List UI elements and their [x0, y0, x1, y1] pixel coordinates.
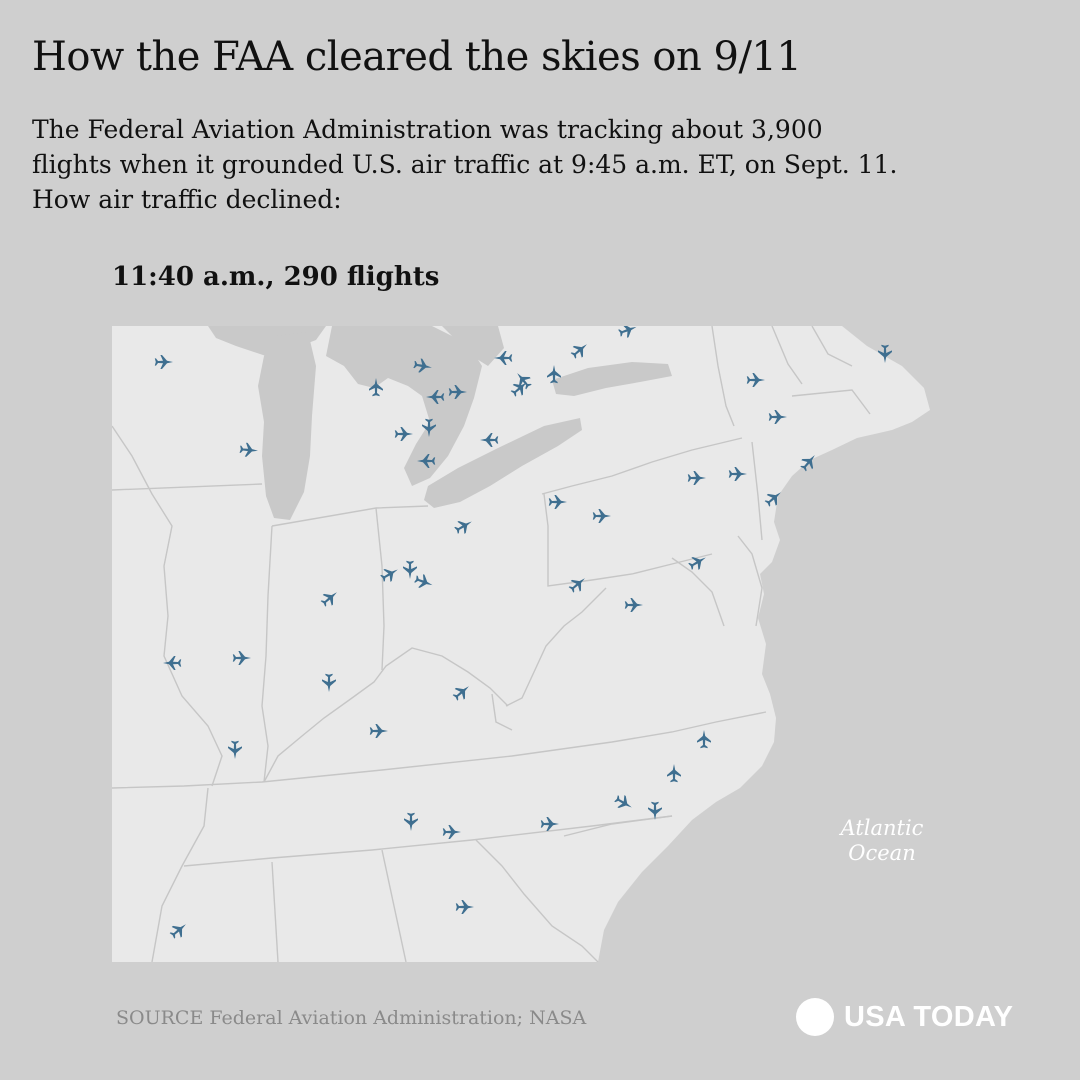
subtitle: The Federal Aviation Administration was … — [32, 112, 992, 217]
source-note: SOURCE Federal Aviation Administration; … — [116, 1007, 587, 1029]
ocean-label-line: Ocean — [848, 841, 916, 865]
time-label: 11:40 a.m., 290 flights — [112, 262, 440, 292]
page-title: How the FAA cleared the skies on 9/11 — [32, 34, 802, 80]
state-borders — [112, 326, 871, 962]
subtitle-line: The Federal Aviation Administration was … — [32, 115, 823, 144]
ocean-label-line: Atlantic — [840, 816, 924, 840]
ocean-label: Atlantic Ocean — [822, 816, 942, 866]
logo-circle-icon — [796, 998, 834, 1036]
usa-today-logo: USA TODAY — [796, 998, 1013, 1036]
logo-text: USA TODAY — [844, 1000, 1014, 1033]
subtitle-line: flights when it grounded U.S. air traffi… — [32, 150, 898, 179]
subtitle-line: How air traffic declined: — [32, 185, 342, 214]
land — [112, 326, 930, 962]
flight-map — [112, 326, 952, 962]
great-lakes — [208, 326, 672, 520]
